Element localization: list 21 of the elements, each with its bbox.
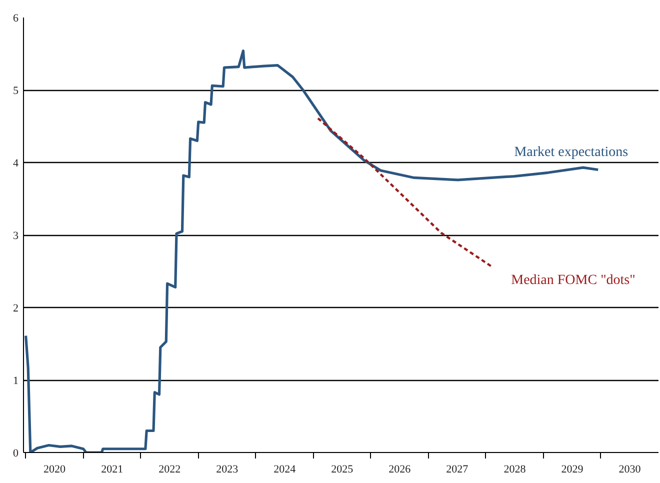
x-tick-label: 2029	[561, 464, 584, 476]
x-tick-label: 2028	[504, 464, 526, 476]
y-tick-label: 0	[13, 448, 19, 460]
y-tick-label: 1	[13, 375, 18, 387]
x-tick-label: 2025	[331, 464, 354, 476]
x-tick-label: 2022	[158, 464, 181, 476]
y-tick-label: 4	[13, 158, 19, 170]
x-tick-label: 2023	[216, 464, 239, 476]
series-label: Median FOMC "dots"	[511, 273, 636, 288]
x-tick-label: 2026	[388, 464, 412, 476]
y-tick-label: 2	[13, 302, 18, 314]
y-tick-label: 5	[13, 85, 19, 97]
x-tick-label: 2021	[101, 464, 124, 476]
x-tick-label: 2024	[274, 464, 296, 476]
line-series	[316, 117, 492, 268]
x-tick-label: 2030	[618, 464, 642, 476]
x-tick-label: 2020	[44, 464, 66, 476]
y-tick-label: 3	[13, 230, 19, 242]
y-tick-label: 6	[13, 12, 19, 24]
series-label: Market expectations	[514, 144, 628, 160]
x-tick-label: 2027	[446, 464, 469, 476]
